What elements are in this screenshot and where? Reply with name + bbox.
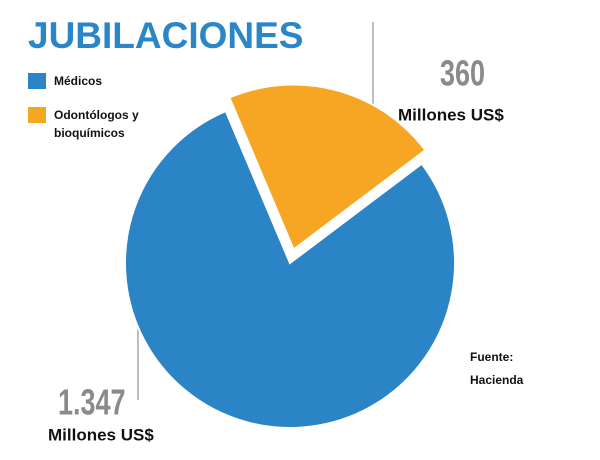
unit-label: Millones US$ bbox=[398, 105, 504, 124]
pie-slice bbox=[124, 109, 456, 429]
source: Hacienda bbox=[470, 373, 524, 387]
value-label: 1.347 bbox=[58, 382, 126, 423]
legend-item: Médicos bbox=[28, 72, 208, 90]
legend-swatch bbox=[28, 107, 46, 123]
legend-label: Odontólogos y bioquímicos bbox=[54, 108, 139, 140]
unit-label: Millones US$ bbox=[48, 425, 154, 444]
legend: Médicos Odontólogos y bioquímicos bbox=[28, 72, 208, 158]
pie-slice bbox=[228, 83, 427, 252]
legend-item: Odontólogos y bioquímicos bbox=[28, 106, 208, 142]
value-label: 360 bbox=[440, 53, 485, 94]
chart-title: JUBILACIONES bbox=[28, 15, 303, 56]
legend-label: Médicos bbox=[54, 74, 103, 88]
source-label: Fuente: bbox=[470, 350, 513, 364]
legend-swatch bbox=[28, 73, 46, 89]
